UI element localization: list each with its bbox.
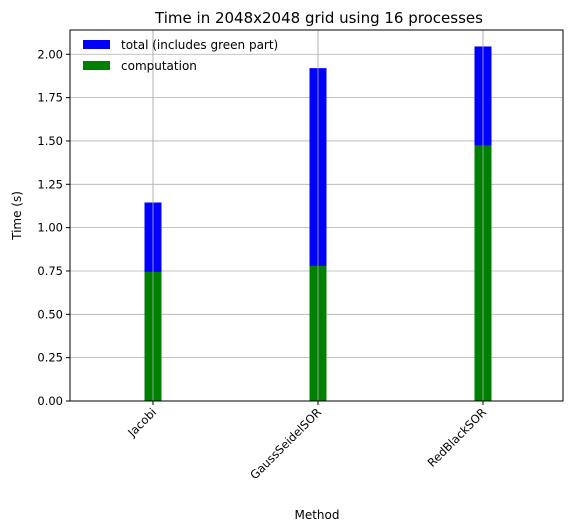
y-tick-label: 1.75	[37, 91, 63, 105]
y-tick-label: 1.50	[37, 134, 63, 148]
legend-label: total (includes green part)	[121, 38, 278, 52]
y-axis: 0.00 0.25 0.50 0.75 1.00 1.25 1.50 1.75 2.00	[37, 47, 70, 408]
y-tick-label: 1.00	[37, 221, 63, 235]
x-axis-label: Method	[294, 508, 339, 522]
legend: total (includes green part) computation	[83, 38, 278, 73]
legend-swatch	[83, 40, 110, 49]
y-tick-label: 1.25	[37, 177, 63, 191]
y-tick-label: 0.50	[37, 307, 63, 321]
y-tick-label: 0.25	[37, 351, 63, 365]
y-tick-label: 0.00	[37, 394, 63, 408]
bars	[144, 30, 492, 401]
plot-frame	[69, 29, 564, 402]
chart-title: Time in 2048x2048 grid using 16 processe…	[154, 9, 483, 27]
y-axis-label: Time (s)	[10, 191, 24, 241]
legend-swatch	[83, 61, 110, 70]
y-tick-label: 0.75	[37, 264, 63, 278]
legend-label: computation	[121, 59, 197, 73]
y-tick-label: 2.00	[37, 47, 63, 61]
